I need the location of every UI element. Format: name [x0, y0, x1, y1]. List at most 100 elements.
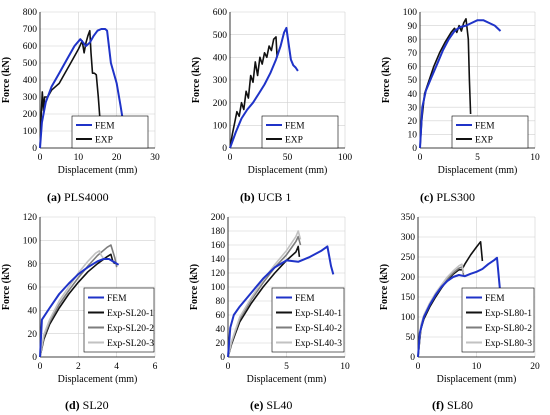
y-tick-label: 100: [23, 127, 38, 137]
legend-box: [451, 115, 529, 149]
y-tick-label: 20: [28, 330, 38, 340]
y-tick-label: 300: [213, 76, 228, 86]
y-tick-label: 0: [222, 144, 227, 154]
y-tick-label: 500: [213, 31, 228, 41]
series-line-fem: [417, 256, 504, 358]
x-tick-label: 10: [472, 362, 482, 372]
y-tick-label: 300: [401, 233, 416, 243]
legend-label: Exp-SL40-2: [295, 324, 342, 334]
x-tick-label: 30: [150, 153, 160, 163]
chart-panel-6: 0 50 100 150 200 250 300 350 0 10 20 Displacement (…: [379, 213, 540, 385]
y-tick-label: 160: [211, 241, 226, 251]
x-tick-label: 2: [76, 362, 81, 372]
y-tick-label: 800: [23, 8, 38, 18]
x-tick-label: 5: [284, 362, 289, 372]
caption-d: (d) SL20: [65, 398, 109, 412]
caption-b: (b) UCB 1: [240, 190, 292, 204]
legend-label: EXP: [285, 136, 303, 146]
series-line-fem: [419, 19, 502, 149]
chart-panel-3: 0 10 20 30 40 50 60 70 80 90 100 0 5 10 Displacement (…: [381, 8, 540, 176]
y-tick-label: 400: [213, 54, 228, 64]
legend-label: Exp-SL20-3: [107, 339, 154, 349]
y-tick-label: 200: [23, 110, 38, 120]
series-line-exp: [39, 29, 103, 149]
series-line-fem: [39, 258, 120, 358]
x-tick-label: 0: [226, 362, 231, 372]
y-tick-label: 140: [211, 255, 226, 265]
y-tick-label: 100: [213, 122, 228, 132]
chart-panel-5: 0 20 40 60 80 100 120 140 160 180 200 0 5 10 Displacem…: [189, 213, 350, 385]
chart-panel-4: 0 20 40 60 80 100 120 0 2 4 6 Displacement (mm) Forc…: [1, 213, 158, 385]
series-line-exp-sl80-3: [417, 263, 465, 358]
y-tick-label: 150: [401, 293, 416, 303]
y-tick-label: 40: [216, 325, 226, 335]
y-axis-label: Force (kN): [1, 57, 12, 103]
x-tick-label: 20: [530, 362, 540, 372]
x-tick-label: 6: [153, 362, 158, 372]
x-axis-label: Displacement (mm): [248, 165, 328, 176]
legend-label: Exp-SL80-1: [485, 309, 532, 319]
y-tick-label: 120: [23, 213, 38, 223]
legend-box: [83, 287, 155, 353]
legend-label: Exp-SL40-1: [295, 309, 342, 319]
legend-label: Exp-SL20-1: [107, 309, 154, 319]
y-tick-label: 0: [32, 144, 37, 154]
y-tick-label: 100: [23, 237, 38, 247]
legend-label: Exp-SL20-2: [107, 324, 154, 334]
series-line-fem: [227, 245, 335, 358]
y-tick-label: 180: [211, 227, 226, 237]
series-line-fem: [229, 26, 299, 149]
legend: FEM Exp-SL20-1 Exp-SL20-2 Exp-SL20-3: [83, 287, 155, 353]
x-tick-label: 50: [283, 153, 293, 163]
y-tick-label: 600: [213, 8, 228, 18]
y-tick-label: 60: [216, 311, 226, 321]
y-tick-label: 50: [406, 333, 416, 343]
legend: FEM EXP: [71, 115, 149, 149]
legend-box: [261, 115, 339, 149]
y-tick-label: 600: [23, 42, 38, 52]
series-line-fem: [39, 28, 124, 149]
y-axis-label: Force (kN): [191, 57, 202, 103]
x-tick-label: 100: [338, 153, 353, 163]
x-tick-label: 10: [530, 153, 540, 163]
x-axis-label: Displacement (mm): [438, 165, 518, 176]
x-tick-label: 10: [74, 153, 84, 163]
y-tick-label: 10: [408, 131, 418, 141]
x-tick-label: 0: [38, 153, 43, 163]
x-tick-label: 4: [114, 362, 119, 372]
y-tick-label: 60: [28, 283, 38, 293]
legend-label: EXP: [475, 136, 493, 146]
legend-label: FEM: [107, 294, 127, 304]
y-tick-label: 120: [211, 269, 226, 279]
y-tick-label: 80: [216, 297, 226, 307]
y-tick-label: 40: [408, 90, 418, 100]
y-tick-label: 90: [408, 22, 418, 32]
y-tick-label: 500: [23, 59, 38, 69]
x-axis-label: Displacement (mm): [58, 374, 138, 385]
y-axis-label: Force (kN): [379, 264, 390, 310]
y-tick-label: 0: [412, 144, 417, 154]
x-tick-label: 10: [340, 362, 350, 372]
y-tick-label: 100: [401, 313, 416, 323]
legend-label: FEM: [295, 294, 315, 304]
x-axis-label: Displacement (mm): [58, 165, 138, 176]
y-tick-label: 60: [408, 63, 418, 73]
y-axis-label: Force (kN): [189, 264, 200, 310]
series-line-exp: [229, 36, 278, 149]
legend: FEM EXP: [451, 115, 529, 149]
chart-panel-1: 0 100 200 300 400 500 600 700 800 0 10 20 30 Displace…: [1, 8, 160, 176]
y-tick-label: 80: [28, 260, 38, 270]
legend-label: FEM: [95, 122, 115, 132]
legend-box: [461, 287, 535, 353]
caption-c: (c) PLS300: [420, 190, 476, 204]
x-tick-label: 20: [112, 153, 122, 163]
y-tick-label: 70: [408, 49, 418, 59]
y-tick-label: 50: [408, 76, 418, 86]
y-axis-label: Force (kN): [1, 264, 12, 310]
legend-box: [271, 287, 345, 353]
x-tick-label: 0: [228, 153, 233, 163]
legend-box: [71, 115, 149, 149]
series-line-exp-sl20-1: [39, 253, 116, 358]
caption-a: (a) PLS4000: [47, 190, 109, 204]
